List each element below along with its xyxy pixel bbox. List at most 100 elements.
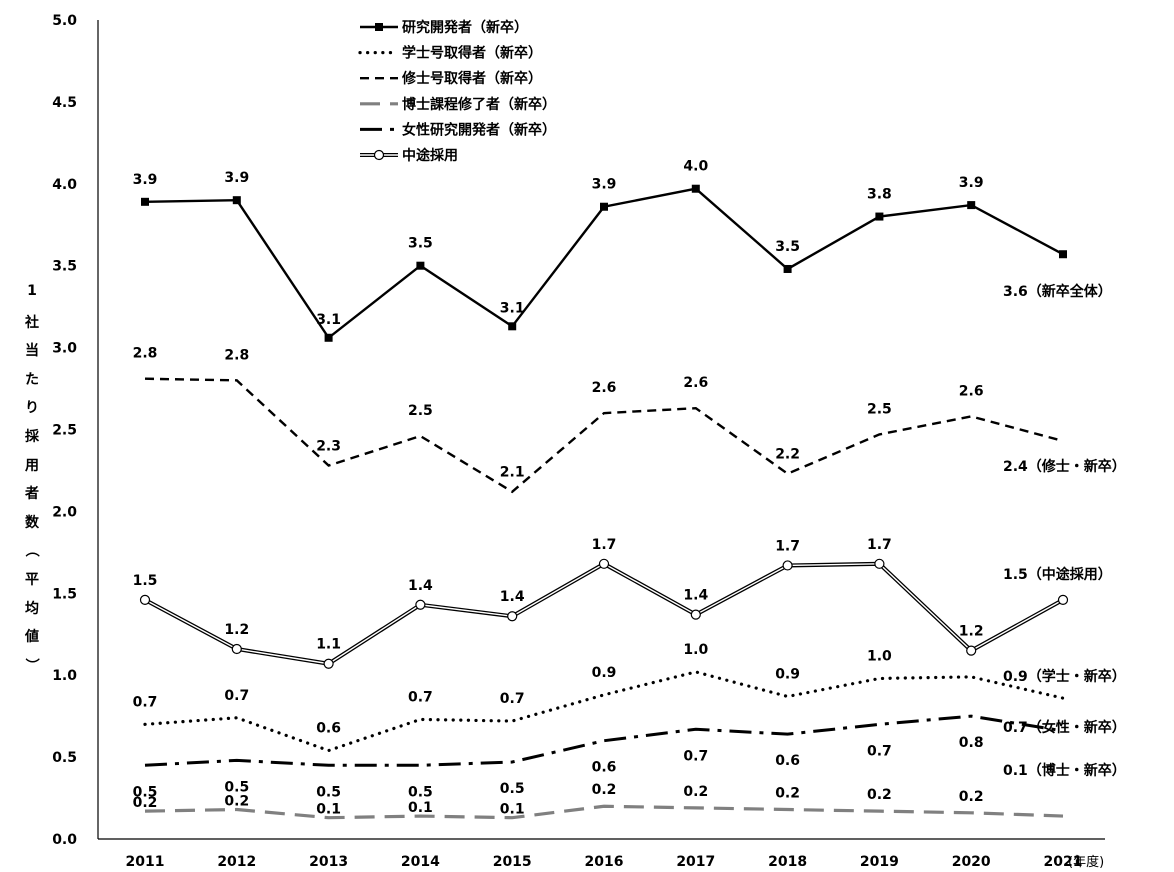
- data-label: 0.6: [316, 721, 341, 737]
- series-0: [141, 184, 1067, 342]
- y-axis-title-char: り: [25, 400, 39, 417]
- series-line: [143, 670, 1065, 753]
- data-point: [875, 212, 884, 221]
- y-tick-label: 4.5: [52, 95, 77, 111]
- data-label: 1.4: [500, 589, 525, 605]
- series-2: [144, 377, 1064, 494]
- data-label: 0.8: [959, 735, 984, 751]
- end-label: 0.7（女性・新卒）: [1003, 719, 1126, 736]
- data-point: [691, 184, 700, 193]
- data-label: 0.2: [592, 782, 617, 798]
- data-label: 0.7: [867, 743, 892, 759]
- y-axis-title-char: 当: [25, 343, 39, 360]
- data-point: [598, 558, 610, 569]
- data-label: 0.7: [224, 688, 249, 704]
- x-tick-label: 2011: [126, 854, 165, 870]
- data-point: [507, 611, 518, 622]
- data-label: 0.7: [408, 689, 433, 705]
- end-label: 2.4（修士・新卒）: [1003, 458, 1126, 475]
- data-label: 3.1: [316, 312, 341, 328]
- series-line: [144, 804, 1064, 820]
- end-label: 3.6（新卒全体）: [1003, 283, 1112, 300]
- data-label: 2.5: [408, 403, 433, 419]
- data-label: 0.5: [133, 784, 158, 800]
- y-axis-title-char: 均: [25, 600, 39, 617]
- y-tick-label: 0.0: [52, 832, 77, 848]
- legend-marker: [375, 23, 383, 31]
- x-tick-label: 2020: [952, 854, 991, 870]
- end-label: 0.9（学士・新卒）: [1003, 668, 1126, 685]
- data-point: [324, 333, 333, 342]
- y-tick-label: 2.5: [52, 423, 77, 439]
- data-point: [967, 201, 976, 210]
- y-axis-title-char: ）: [23, 657, 39, 672]
- data-point: [508, 322, 517, 331]
- data-label: 0.7: [500, 691, 525, 707]
- data-label: 0.2: [867, 787, 892, 803]
- x-tick-label: 2012: [217, 854, 256, 870]
- y-axis-title-char: 用: [25, 457, 39, 474]
- y-tick-label: 0.5: [52, 750, 77, 766]
- y-axis-title-char: 値: [25, 629, 39, 646]
- legend-item-5: 中途採用: [360, 147, 458, 164]
- data-label: 0.2: [683, 784, 708, 800]
- data-label: 2.2: [775, 447, 800, 463]
- x-tick-label: 2013: [309, 854, 348, 870]
- legend-item-3: 博士課程修了者（新卒）: [360, 96, 556, 113]
- data-label: 1.0: [867, 648, 892, 664]
- y-axis-title-char: 採: [25, 429, 39, 445]
- data-point: [966, 645, 977, 656]
- y-tick-label: 2.0: [52, 504, 77, 520]
- series-line-inner: [144, 563, 1064, 665]
- data-label: 2.6: [592, 380, 617, 396]
- y-axis-title-char: 平: [25, 572, 39, 588]
- y-tick-label: 3.0: [52, 341, 77, 357]
- legend-label: 研究開発者（新卒）: [402, 19, 528, 36]
- y-axis-title-char: た: [25, 371, 39, 388]
- data-label: 0.6: [592, 760, 617, 776]
- data-point: [323, 658, 334, 669]
- x-tick-label: 2017: [676, 854, 715, 870]
- x-tick-label: 2016: [585, 854, 624, 870]
- y-axis-title-char: 1: [27, 283, 37, 299]
- data-label: 1.1: [316, 637, 341, 653]
- y-tick-label: 3.5: [52, 259, 77, 275]
- y-axis-title-char: （: [23, 543, 39, 558]
- data-label: 3.9: [224, 170, 249, 186]
- legend-item-0: 研究開発者（新卒）: [360, 19, 528, 36]
- legend-item-4: 女性研究開発者（新卒）: [360, 121, 556, 138]
- data-point: [1059, 250, 1067, 259]
- series-line: [144, 714, 1064, 767]
- data-point: [231, 643, 242, 655]
- data-label: 3.9: [959, 175, 984, 191]
- legend-item-1: 学士号取得者（新卒）: [358, 45, 542, 62]
- data-label: 3.8: [867, 187, 892, 203]
- data-point: [139, 594, 151, 605]
- chart-series: [139, 184, 1069, 820]
- legend-label: 女性研究開発者（新卒）: [402, 121, 556, 138]
- data-label: 1.5: [133, 573, 158, 589]
- data-label: 1.7: [592, 537, 617, 553]
- y-tick-label: 1.5: [52, 586, 77, 602]
- legend-item-2: 修士号取得者（新卒）: [360, 70, 542, 87]
- end-label: 1.5（中途採用）: [1003, 566, 1112, 583]
- y-tick-label: 4.0: [52, 177, 77, 193]
- data-point: [415, 599, 426, 610]
- x-tick-label: 2015: [493, 854, 532, 870]
- y-axis-title-char: 社: [25, 314, 39, 331]
- y-tick-label: 5.0: [52, 13, 77, 29]
- x-tick-label: 2019: [860, 854, 899, 870]
- data-label: 2.8: [133, 346, 158, 362]
- data-point: [690, 609, 701, 620]
- x-tick-label: 2014: [401, 854, 440, 870]
- data-label: 0.2: [775, 786, 800, 802]
- data-label: 2.6: [959, 383, 984, 399]
- data-label: 3.9: [133, 172, 158, 188]
- data-label: 0.1: [316, 802, 341, 818]
- data-label: 0.7: [683, 748, 708, 764]
- series-line: [144, 561, 1064, 666]
- data-label: 0.5: [500, 781, 525, 797]
- data-point: [416, 261, 425, 270]
- series-line: [144, 377, 1064, 494]
- data-label: 2.6: [683, 375, 708, 391]
